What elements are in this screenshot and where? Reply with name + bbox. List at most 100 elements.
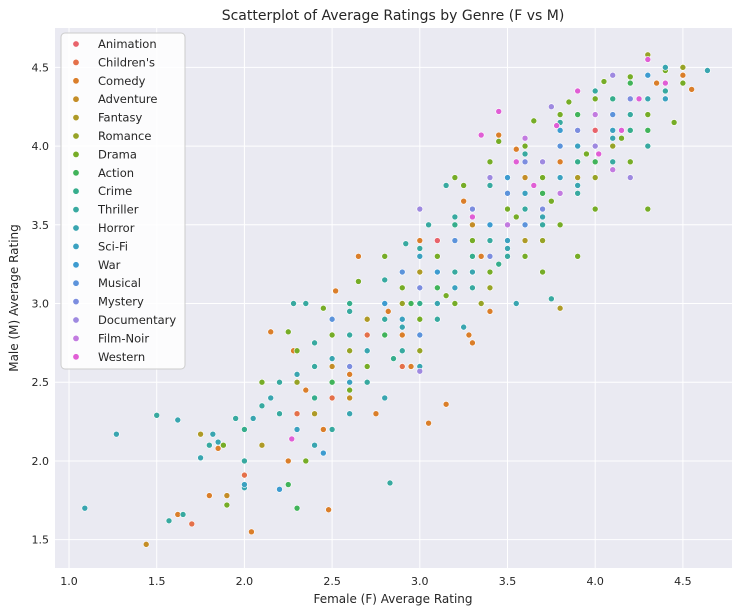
y-tick-label: 2.5 bbox=[32, 376, 50, 389]
data-point bbox=[469, 237, 476, 244]
data-point bbox=[574, 158, 581, 166]
legend-marker bbox=[72, 58, 80, 66]
legend-entry: Adventure bbox=[98, 92, 157, 106]
legend-marker bbox=[72, 150, 80, 158]
data-point bbox=[609, 127, 617, 134]
data-point bbox=[644, 111, 652, 118]
data-point bbox=[574, 182, 581, 189]
data-point bbox=[662, 64, 669, 71]
y-tick-label: 1.5 bbox=[32, 534, 50, 547]
x-tick-label: 3.5 bbox=[499, 575, 517, 588]
data-point bbox=[276, 410, 283, 418]
data-point bbox=[486, 221, 494, 229]
data-point bbox=[174, 416, 182, 424]
data-point bbox=[477, 300, 485, 307]
legend-marker bbox=[72, 187, 80, 195]
data-point bbox=[626, 73, 634, 81]
data-point bbox=[267, 394, 275, 402]
legend-marker bbox=[72, 95, 80, 103]
data-point bbox=[258, 378, 266, 386]
data-point bbox=[290, 300, 297, 307]
data-point bbox=[486, 284, 494, 292]
data-point bbox=[398, 331, 406, 339]
data-point bbox=[179, 511, 187, 518]
y-tick-label: 4.0 bbox=[32, 140, 50, 153]
data-point bbox=[662, 79, 669, 87]
chart-title: Scatterplot of Average Ratings by Genre … bbox=[222, 8, 565, 24]
data-point bbox=[644, 95, 652, 103]
data-point bbox=[486, 308, 494, 315]
data-point bbox=[495, 260, 503, 268]
data-point bbox=[512, 300, 520, 307]
data-point bbox=[574, 252, 581, 260]
y-tick-label: 3.5 bbox=[32, 219, 50, 232]
data-point bbox=[153, 411, 161, 419]
data-point bbox=[574, 190, 581, 197]
data-point bbox=[416, 315, 424, 323]
data-point bbox=[416, 331, 424, 339]
legend-entry: Sci-Fi bbox=[98, 239, 128, 253]
x-tick-label: 2.5 bbox=[323, 575, 341, 588]
data-point bbox=[548, 197, 555, 205]
data-point bbox=[320, 426, 327, 433]
data-point bbox=[276, 485, 283, 493]
data-point bbox=[302, 457, 310, 465]
data-point bbox=[460, 182, 467, 189]
data-point bbox=[521, 134, 529, 142]
data-point bbox=[451, 221, 459, 229]
data-point bbox=[486, 268, 494, 276]
data-point bbox=[504, 205, 511, 213]
data-point bbox=[442, 400, 450, 408]
data-point bbox=[556, 174, 564, 181]
data-point bbox=[548, 103, 555, 111]
data-point bbox=[477, 252, 485, 260]
legend-entry: Drama bbox=[98, 147, 137, 161]
data-point bbox=[434, 315, 441, 323]
data-point bbox=[451, 300, 459, 307]
legend-entry: Horror bbox=[98, 221, 135, 235]
data-point bbox=[402, 240, 410, 247]
data-point bbox=[381, 315, 389, 323]
data-point bbox=[407, 300, 415, 307]
data-point bbox=[206, 441, 213, 449]
data-point bbox=[504, 174, 511, 181]
x-tick-labels: 1.0 1.5 2.0 2.5 3.0 3.5 4.0 4.5 bbox=[60, 575, 691, 588]
legend-entry: War bbox=[98, 258, 121, 272]
data-point bbox=[609, 166, 617, 173]
data-point bbox=[556, 190, 564, 197]
data-point bbox=[346, 363, 353, 370]
data-point bbox=[609, 111, 617, 118]
data-points bbox=[81, 51, 711, 548]
data-point bbox=[451, 213, 459, 221]
data-point bbox=[486, 158, 494, 166]
data-point bbox=[223, 492, 231, 499]
legend-marker bbox=[72, 132, 80, 140]
data-point bbox=[363, 331, 371, 339]
data-point bbox=[704, 67, 711, 74]
data-point bbox=[451, 268, 459, 276]
data-point bbox=[328, 355, 336, 362]
data-point bbox=[248, 528, 255, 536]
legend-marker bbox=[72, 279, 80, 287]
legend-marker bbox=[72, 206, 80, 214]
data-point bbox=[363, 315, 371, 323]
data-point bbox=[688, 86, 695, 93]
data-point bbox=[381, 300, 389, 307]
data-point bbox=[486, 182, 494, 189]
data-point bbox=[381, 331, 389, 339]
data-point bbox=[416, 347, 424, 355]
data-point bbox=[363, 378, 371, 386]
legend-entry: Mystery bbox=[98, 295, 144, 309]
data-point bbox=[398, 323, 406, 331]
data-point bbox=[556, 158, 564, 166]
data-point bbox=[165, 517, 173, 525]
data-point bbox=[609, 95, 617, 103]
data-point bbox=[197, 430, 204, 438]
data-point bbox=[495, 108, 503, 115]
data-point bbox=[416, 205, 424, 213]
data-point bbox=[521, 237, 529, 244]
data-point bbox=[416, 237, 424, 244]
data-point bbox=[346, 300, 353, 307]
legend-entry: Fantasy bbox=[98, 111, 142, 125]
data-point bbox=[512, 158, 520, 166]
